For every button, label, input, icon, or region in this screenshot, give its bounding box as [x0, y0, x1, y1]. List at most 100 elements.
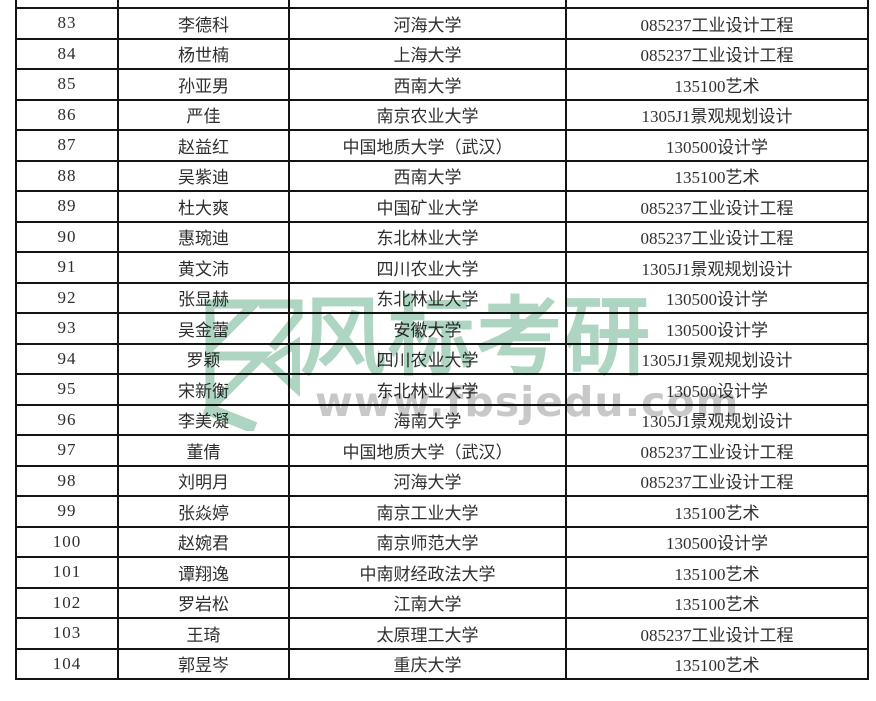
- cell-program: 085237工业设计工程: [565, 37, 869, 70]
- cell-university: 南京师范大学: [288, 525, 567, 558]
- table-row: 93 吴金蕾 安徽大学 130500设计学: [15, 312, 869, 345]
- cell-number: 96: [15, 403, 119, 436]
- cell-program: 085237工业设计工程: [565, 190, 869, 223]
- table-row: 90 惠琬迪 东北林业大学 085237工业设计工程: [15, 220, 869, 253]
- cell-number: 104: [15, 647, 119, 680]
- cell-program: 085237工业设计工程: [565, 617, 869, 650]
- table-row: 99 张焱婷 南京工业大学 135100艺术: [15, 495, 869, 528]
- cell-program: 135100艺术: [565, 495, 869, 528]
- cell-number: 92: [15, 281, 119, 314]
- table-row: 91 黄文沛 四川农业大学 1305J1景观规划设计: [15, 251, 869, 284]
- cell-number: 93: [15, 312, 119, 345]
- table-row: 97 董倩 中国地质大学（武汉） 085237工业设计工程: [15, 434, 869, 467]
- cell-program: 130500设计学: [565, 373, 869, 406]
- cell-program: 130500设计学: [565, 281, 869, 314]
- cell-program: 085237工业设计工程: [565, 7, 869, 40]
- table-body: 83 李德科 河海大学 085237工业设计工程 84 杨世楠 上海大学 085…: [15, 0, 869, 680]
- cell-program: 085237工业设计工程: [565, 464, 869, 497]
- cell-name: 罗岩松: [117, 586, 290, 619]
- cell-university: 东北林业大学: [288, 220, 567, 253]
- cell-number: 94: [15, 342, 119, 375]
- table-row: 102 罗岩松 江南大学 135100艺术: [15, 586, 869, 619]
- cell-name: 董倩: [117, 434, 290, 467]
- cell-university: 西南大学: [288, 68, 567, 101]
- table-row: 103 王琦 太原理工大学 085237工业设计工程: [15, 617, 869, 650]
- cell-number: 101: [15, 556, 119, 589]
- table-row-partial: [15, 0, 869, 9]
- table-row: 98 刘明月 河海大学 085237工业设计工程: [15, 464, 869, 497]
- table-row: 100 赵婉君 南京师范大学 130500设计学: [15, 525, 869, 558]
- table-row: 104 郭昱岑 重庆大学 135100艺术: [15, 647, 869, 680]
- cell-number: 91: [15, 251, 119, 284]
- cell-program: 085237工业设计工程: [565, 220, 869, 253]
- cell-number: 86: [15, 98, 119, 131]
- cell-program: 1305J1景观规划设计: [565, 342, 869, 375]
- cell-program: 1305J1景观规划设计: [565, 251, 869, 284]
- cell-program: 130500设计学: [565, 129, 869, 162]
- cell-university: 南京农业大学: [288, 98, 567, 131]
- cell-program: 135100艺术: [565, 68, 869, 101]
- cell-program: 130500设计学: [565, 312, 869, 345]
- cell-program: 085237工业设计工程: [565, 434, 869, 467]
- cell-university: 中国矿业大学: [288, 190, 567, 223]
- cell-program: 130500设计学: [565, 525, 869, 558]
- cell-university: 四川农业大学: [288, 342, 567, 375]
- cell-number: 87: [15, 129, 119, 162]
- cell-number: 84: [15, 37, 119, 70]
- cell-name: 惠琬迪: [117, 220, 290, 253]
- cell-number: 98: [15, 464, 119, 497]
- cell-university: 中国地质大学（武汉）: [288, 129, 567, 162]
- cell-number: 97: [15, 434, 119, 467]
- cell-number: 83: [15, 7, 119, 40]
- cell-name: 李德科: [117, 7, 290, 40]
- cell-name: 杜大爽: [117, 190, 290, 223]
- cell-program: 135100艺术: [565, 556, 869, 589]
- cell-name: 黄文沛: [117, 251, 290, 284]
- cell-program: 1305J1景观规划设计: [565, 403, 869, 436]
- cell-university: 中南财经政法大学: [288, 556, 567, 589]
- cell-number: 88: [15, 159, 119, 192]
- cell-number: 100: [15, 525, 119, 558]
- cell-university: 太原理工大学: [288, 617, 567, 650]
- cell-university: 四川农业大学: [288, 251, 567, 284]
- cell-number: 90: [15, 220, 119, 253]
- table-row: 89 杜大爽 中国矿业大学 085237工业设计工程: [15, 190, 869, 223]
- cell-university: 河海大学: [288, 7, 567, 40]
- cell-name: 赵益红: [117, 129, 290, 162]
- cell-name: 吴金蕾: [117, 312, 290, 345]
- cell-number: 103: [15, 617, 119, 650]
- cell-university: 重庆大学: [288, 647, 567, 680]
- cell-university: 中国地质大学（武汉）: [288, 434, 567, 467]
- cell-name: 宋新衡: [117, 373, 290, 406]
- admissions-table: 83 李德科 河海大学 085237工业设计工程 84 杨世楠 上海大学 085…: [15, 0, 869, 680]
- cell-name: 赵婉君: [117, 525, 290, 558]
- cell-name: 李美凝: [117, 403, 290, 436]
- cell-number: [15, 0, 119, 9]
- table-row: 88 吴紫迪 西南大学 135100艺术: [15, 159, 869, 192]
- cell-name: 杨世楠: [117, 37, 290, 70]
- cell-name: 刘明月: [117, 464, 290, 497]
- cell-name: 罗颖: [117, 342, 290, 375]
- cell-program: 135100艺术: [565, 159, 869, 192]
- table-row: 86 严佳 南京农业大学 1305J1景观规划设计: [15, 98, 869, 131]
- cell-university: [288, 0, 567, 9]
- cell-name: 孙亚男: [117, 68, 290, 101]
- table-row: 101 谭翔逸 中南财经政法大学 135100艺术: [15, 556, 869, 589]
- cell-number: 89: [15, 190, 119, 223]
- admissions-table-grid: 83 李德科 河海大学 085237工业设计工程 84 杨世楠 上海大学 085…: [15, 0, 869, 680]
- cell-name: 严佳: [117, 98, 290, 131]
- cell-name: 吴紫迪: [117, 159, 290, 192]
- cell-name: 郭昱岑: [117, 647, 290, 680]
- table-row: 96 李美凝 海南大学 1305J1景观规划设计: [15, 403, 869, 436]
- cell-name: 张焱婷: [117, 495, 290, 528]
- table-row: 87 赵益红 中国地质大学（武汉） 130500设计学: [15, 129, 869, 162]
- cell-university: 东北林业大学: [288, 281, 567, 314]
- cell-number: 99: [15, 495, 119, 528]
- cell-name: [117, 0, 290, 9]
- table-row: 92 张显赫 东北林业大学 130500设计学: [15, 281, 869, 314]
- cell-name: 张显赫: [117, 281, 290, 314]
- cell-university: 安徽大学: [288, 312, 567, 345]
- table-row: 83 李德科 河海大学 085237工业设计工程: [15, 7, 869, 40]
- cell-name: 王琦: [117, 617, 290, 650]
